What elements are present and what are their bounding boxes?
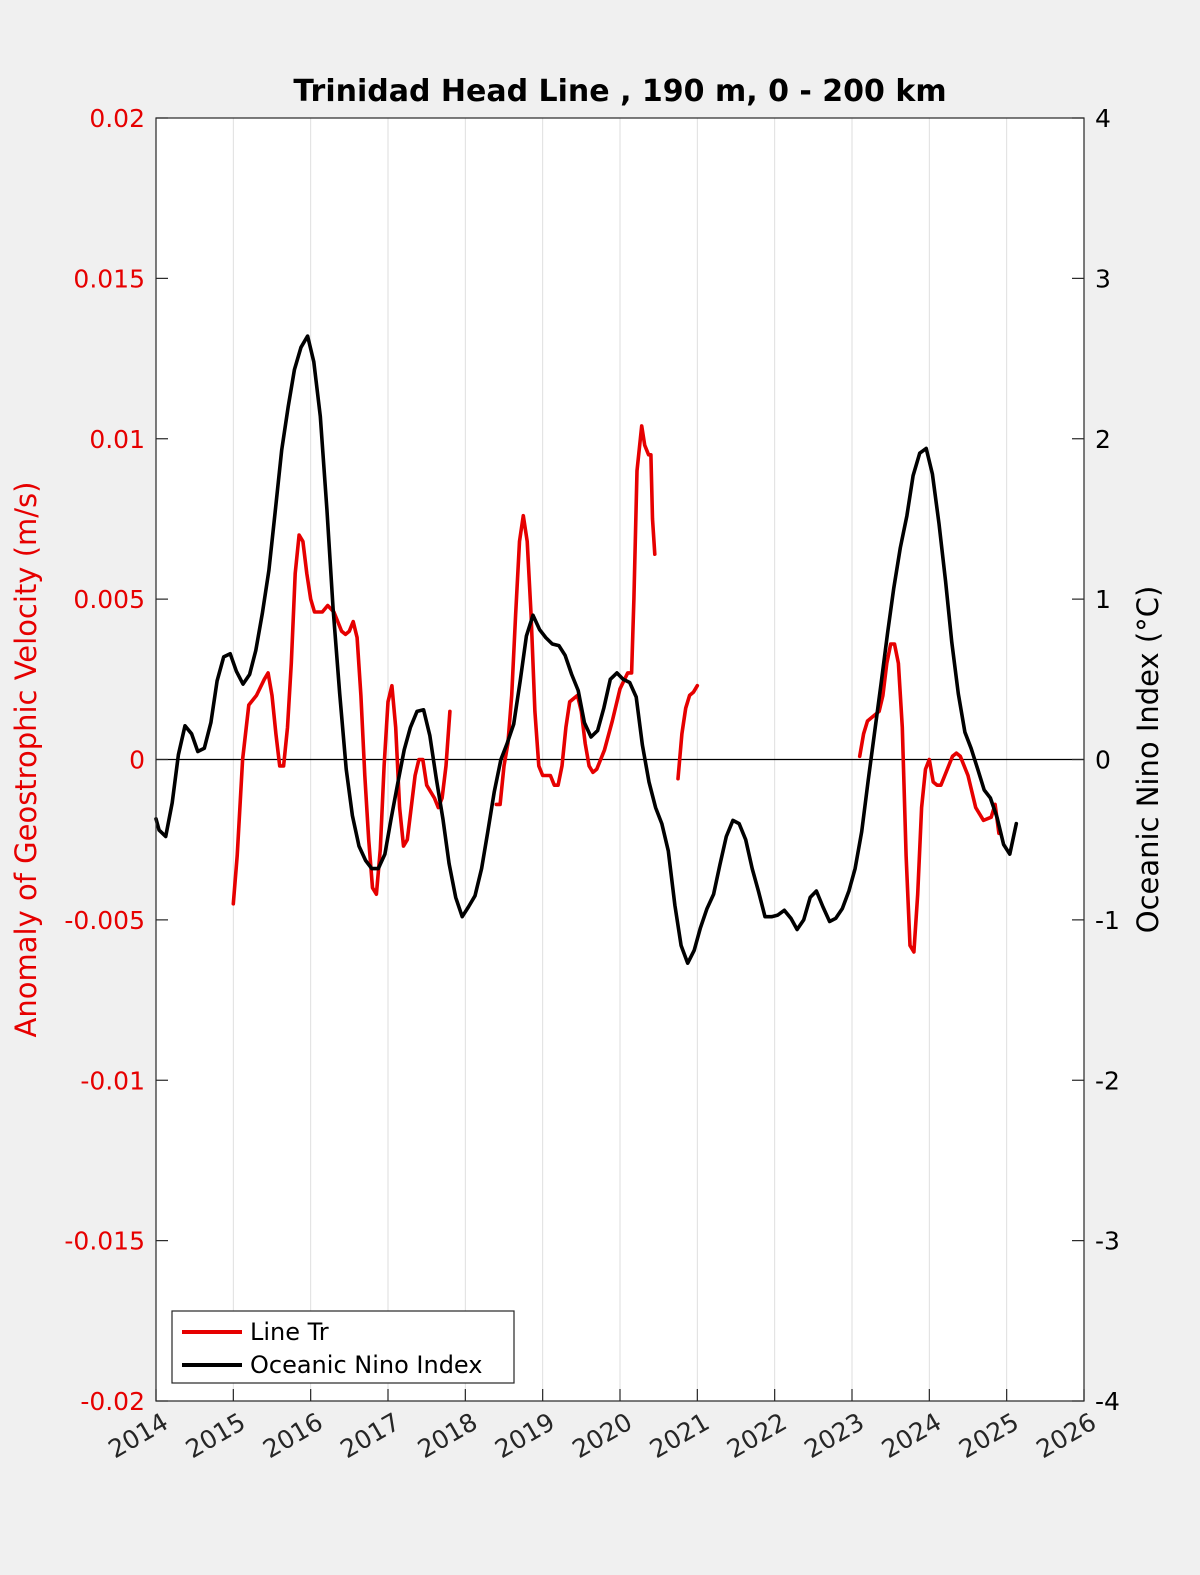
x-tick-label: 2016	[258, 1407, 328, 1464]
x-tick-label: 2023	[799, 1407, 869, 1464]
legend-label-oni: Oceanic Nino Index	[250, 1351, 482, 1379]
left-y-tick-label: 0.02	[89, 104, 145, 133]
x-tick-label: 2024	[877, 1407, 947, 1464]
legend: Line Tr Oceanic Nino Index	[171, 1310, 515, 1384]
series-lines	[154, 334, 1019, 965]
right-y-tick-label: 3	[1095, 264, 1111, 293]
line-tr-segment	[676, 683, 700, 781]
left-y-tick-label: 0.015	[73, 264, 145, 293]
line-tr-segment	[231, 533, 452, 906]
chart-title: Trinidad Head Line , 190 m, 0 - 200 km	[293, 74, 946, 109]
right-y-tick-label: -3	[1095, 1227, 1120, 1256]
line-tr-segment	[494, 424, 657, 807]
legend-box	[171, 1310, 515, 1384]
left-y-tick-label: -0.02	[80, 1387, 145, 1416]
right-y-tick-label: -4	[1095, 1387, 1120, 1416]
x-tick-label: 2020	[567, 1407, 637, 1464]
x-tick-label: 2017	[335, 1407, 405, 1464]
right-y-tick-label: 2	[1095, 425, 1111, 454]
oceanic-nino-index-line	[154, 334, 1019, 965]
right-y-tick-label: -1	[1095, 906, 1120, 935]
line-tr-segment	[857, 642, 1001, 954]
x-tick-label: 2025	[954, 1407, 1024, 1464]
right-y-tick-label: 1	[1095, 585, 1111, 614]
x-tick-label: 2026	[1031, 1407, 1101, 1464]
left-y-tick-label: -0.01	[80, 1066, 145, 1095]
left-y-tick-label: -0.005	[64, 906, 145, 935]
right-y-tick-label: -2	[1095, 1066, 1120, 1095]
left-y-tick-label: -0.015	[64, 1227, 145, 1256]
right-y-tick-label: 0	[1095, 746, 1111, 775]
right-y-tick-label: 4	[1095, 104, 1111, 133]
x-tick-label: 2015	[181, 1407, 251, 1464]
x-tick-label: 2021	[645, 1407, 715, 1464]
legend-label-line-tr: Line Tr	[250, 1318, 329, 1346]
x-tick-label: 2018	[413, 1407, 483, 1464]
left-y-tick-label: 0	[129, 746, 145, 775]
left-axis-label: Anomaly of Geostrophic Velocity (m/s)	[9, 482, 43, 1038]
left-y-tick-label: 0.01	[89, 425, 145, 454]
left-y-tick-label: 0.005	[73, 585, 145, 614]
x-tick-label: 2022	[722, 1407, 792, 1464]
right-axis-label: Oceanic Nino Index (°C)	[1131, 586, 1165, 934]
x-tick-label: 2019	[490, 1407, 560, 1464]
